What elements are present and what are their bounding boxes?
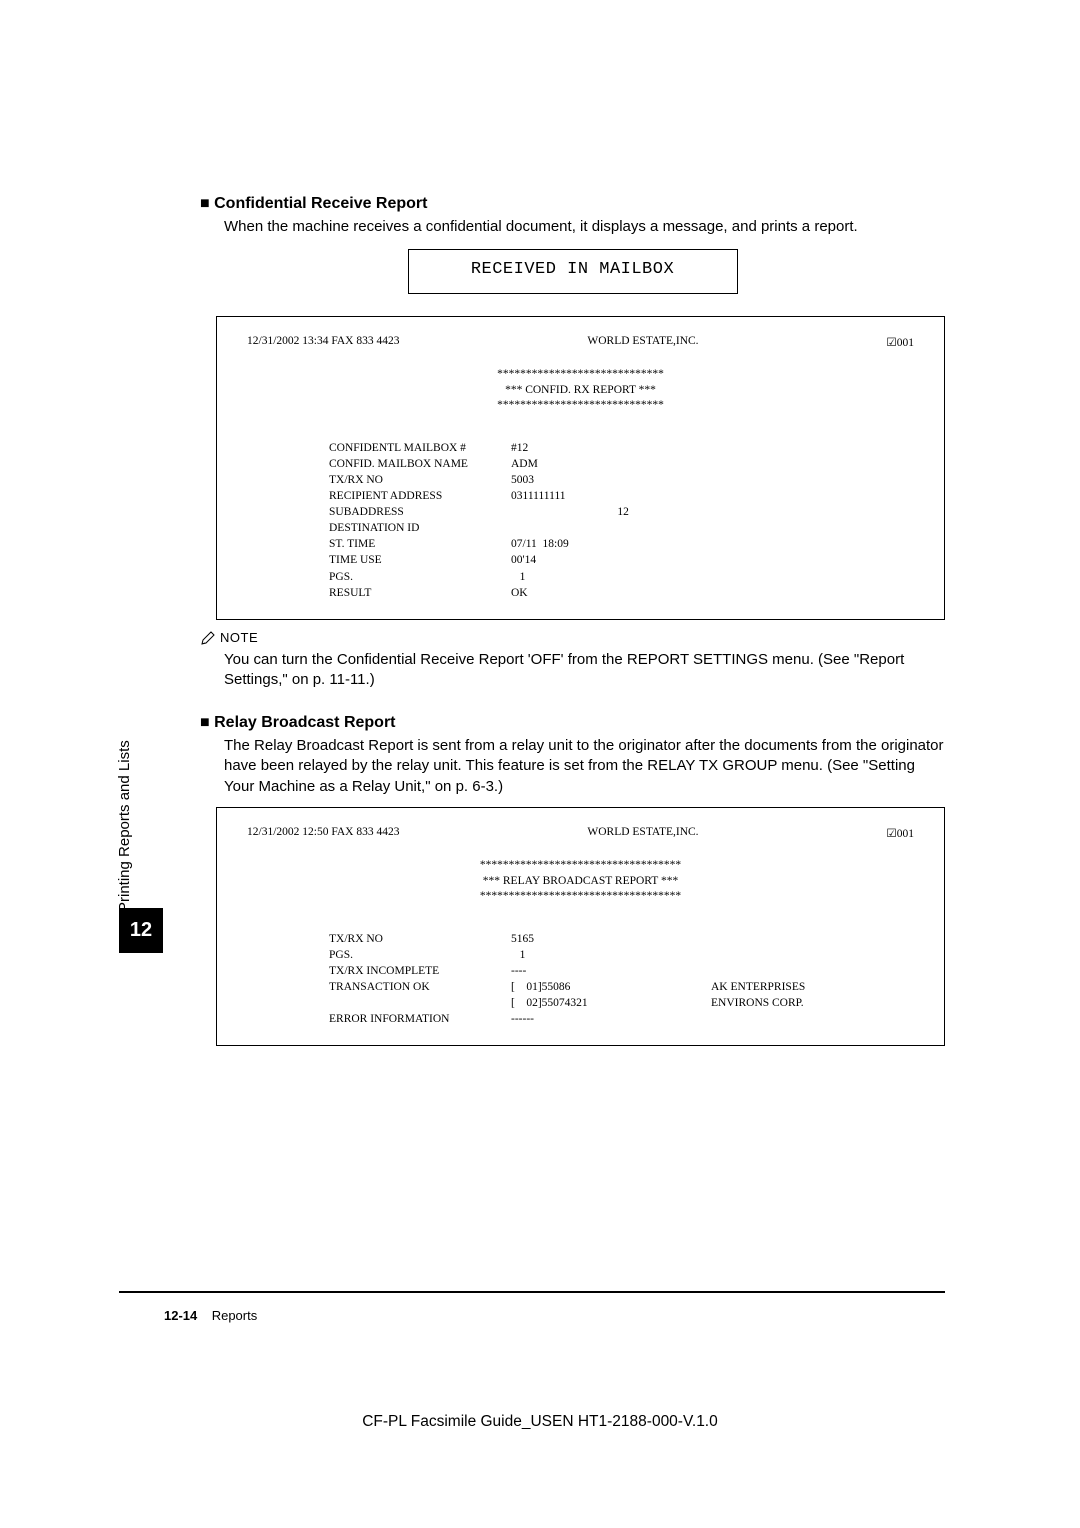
doc-footer: CF-PL Facsimile Guide_USEN HT1-2188-000-… bbox=[0, 1413, 1080, 1431]
report-label: TIME USE bbox=[329, 552, 511, 568]
report-label: PGS. bbox=[329, 947, 511, 963]
report1-header-left: 12/31/2002 13:34 FAX 833 4423 bbox=[247, 335, 400, 349]
report-row: TX/RX INCOMPLETE---- bbox=[329, 963, 914, 979]
report-label bbox=[329, 995, 511, 1011]
report1-stars-top: ***************************** bbox=[247, 367, 914, 383]
report-value: 5165 bbox=[511, 931, 711, 947]
report-row: ERROR INFORMATION------ bbox=[329, 1011, 914, 1027]
note-row: NOTE bbox=[200, 630, 945, 646]
report-label: TX/RX NO bbox=[329, 472, 511, 488]
report-row: SUBADDRESS 12 bbox=[329, 504, 914, 520]
report-row: [ 02]55074321ENVIRONS CORP. bbox=[329, 995, 914, 1011]
report-row: DESTINATION ID bbox=[329, 520, 914, 536]
confidential-receive-body: When the machine receives a confidential… bbox=[224, 217, 945, 237]
report-label: PGS. bbox=[329, 569, 511, 585]
relay-broadcast-heading: Relay Broadcast Report bbox=[200, 714, 945, 732]
lcd-display: RECEIVED IN MAILBOX bbox=[408, 249, 738, 294]
report-value: 12 bbox=[511, 504, 711, 520]
report2-stars-top: *********************************** bbox=[247, 858, 914, 874]
report-value: ADM bbox=[511, 456, 711, 472]
report2-stars-bottom: *********************************** bbox=[247, 889, 914, 905]
relay-broadcast-report-box: 12/31/2002 12:50 FAX 833 4423 WORLD ESTA… bbox=[216, 807, 945, 1046]
confidential-receive-heading: Confidential Receive Report bbox=[200, 195, 945, 213]
report-row: PGS. 1 bbox=[329, 569, 914, 585]
report-value: 0311111111 bbox=[511, 488, 711, 504]
pencil-icon bbox=[200, 630, 216, 646]
report-row: RECIPIENT ADDRESS0311111111 bbox=[329, 488, 914, 504]
report2-header-right: ☑001 bbox=[886, 826, 914, 840]
report-value: 07/11 18:09 bbox=[511, 536, 711, 552]
report2-header-left: 12/31/2002 12:50 FAX 833 4423 bbox=[247, 826, 400, 840]
sidebar-vertical-label: Printing Reports and Lists bbox=[116, 740, 133, 912]
report-label: RESULT bbox=[329, 585, 511, 601]
report1-header-center: WORLD ESTATE,INC. bbox=[587, 335, 698, 349]
report-label: RECIPIENT ADDRESS bbox=[329, 488, 511, 504]
report-extra bbox=[711, 947, 914, 963]
report-row: TX/RX NO5003 bbox=[329, 472, 914, 488]
report-row: RESULTOK bbox=[329, 585, 914, 601]
report1-stars-bottom: ***************************** bbox=[247, 398, 914, 414]
report-label: TRANSACTION OK bbox=[329, 979, 511, 995]
report-label: ST. TIME bbox=[329, 536, 511, 552]
report-row: ST. TIME07/11 18:09 bbox=[329, 536, 914, 552]
report-label: ERROR INFORMATION bbox=[329, 1011, 511, 1027]
report-row: TIME USE00'14 bbox=[329, 552, 914, 568]
report-value: 00'14 bbox=[511, 552, 711, 568]
chapter-tab: 12 bbox=[119, 908, 163, 953]
page-number: 12-14 bbox=[164, 1308, 197, 1323]
report-label: CONFID. MAILBOX NAME bbox=[329, 456, 511, 472]
report1-header-right: ☑001 bbox=[886, 335, 914, 349]
relay-broadcast-body: The Relay Broadcast Report is sent from … bbox=[224, 736, 945, 797]
report-value: [ 01]55086 bbox=[511, 979, 711, 995]
report-extra bbox=[711, 1011, 914, 1027]
report-value: 5003 bbox=[511, 472, 711, 488]
report-row: CONFIDENTL MAILBOX ##12 bbox=[329, 440, 914, 456]
page-footer: 12-14 Reports bbox=[164, 1308, 257, 1323]
report-row: TX/RX NO5165 bbox=[329, 931, 914, 947]
report-value: 1 bbox=[511, 569, 711, 585]
report-row: TRANSACTION OK[ 01]55086AK ENTERPRISES bbox=[329, 979, 914, 995]
report-value: #12 bbox=[511, 440, 711, 456]
report-value: ------ bbox=[511, 1011, 711, 1027]
footer-section: Reports bbox=[212, 1308, 258, 1323]
report-extra: AK ENTERPRISES bbox=[711, 979, 914, 995]
report-label: CONFIDENTL MAILBOX # bbox=[329, 440, 511, 456]
note-label: NOTE bbox=[220, 630, 258, 645]
report-value: ---- bbox=[511, 963, 711, 979]
report-extra bbox=[711, 931, 914, 947]
report-label: SUBADDRESS bbox=[329, 504, 511, 520]
report-value: OK bbox=[511, 585, 711, 601]
confid-rx-report-box: 12/31/2002 13:34 FAX 833 4423 WORLD ESTA… bbox=[216, 316, 945, 619]
report-extra bbox=[711, 963, 914, 979]
report-label: TX/RX NO bbox=[329, 931, 511, 947]
report1-title: *** CONFID. RX REPORT *** bbox=[247, 383, 914, 399]
report-value: [ 02]55074321 bbox=[511, 995, 711, 1011]
bottom-rule bbox=[119, 1291, 945, 1294]
report-extra: ENVIRONS CORP. bbox=[711, 995, 914, 1011]
report-label: TX/RX INCOMPLETE bbox=[329, 963, 511, 979]
report-value bbox=[511, 520, 711, 536]
report-row: CONFID. MAILBOX NAMEADM bbox=[329, 456, 914, 472]
report-row: PGS. 1 bbox=[329, 947, 914, 963]
report2-header-center: WORLD ESTATE,INC. bbox=[587, 826, 698, 840]
report2-title: *** RELAY BROADCAST REPORT *** bbox=[247, 874, 914, 890]
report-label: DESTINATION ID bbox=[329, 520, 511, 536]
note-text: You can turn the Confidential Receive Re… bbox=[224, 650, 945, 691]
report-value: 1 bbox=[511, 947, 711, 963]
